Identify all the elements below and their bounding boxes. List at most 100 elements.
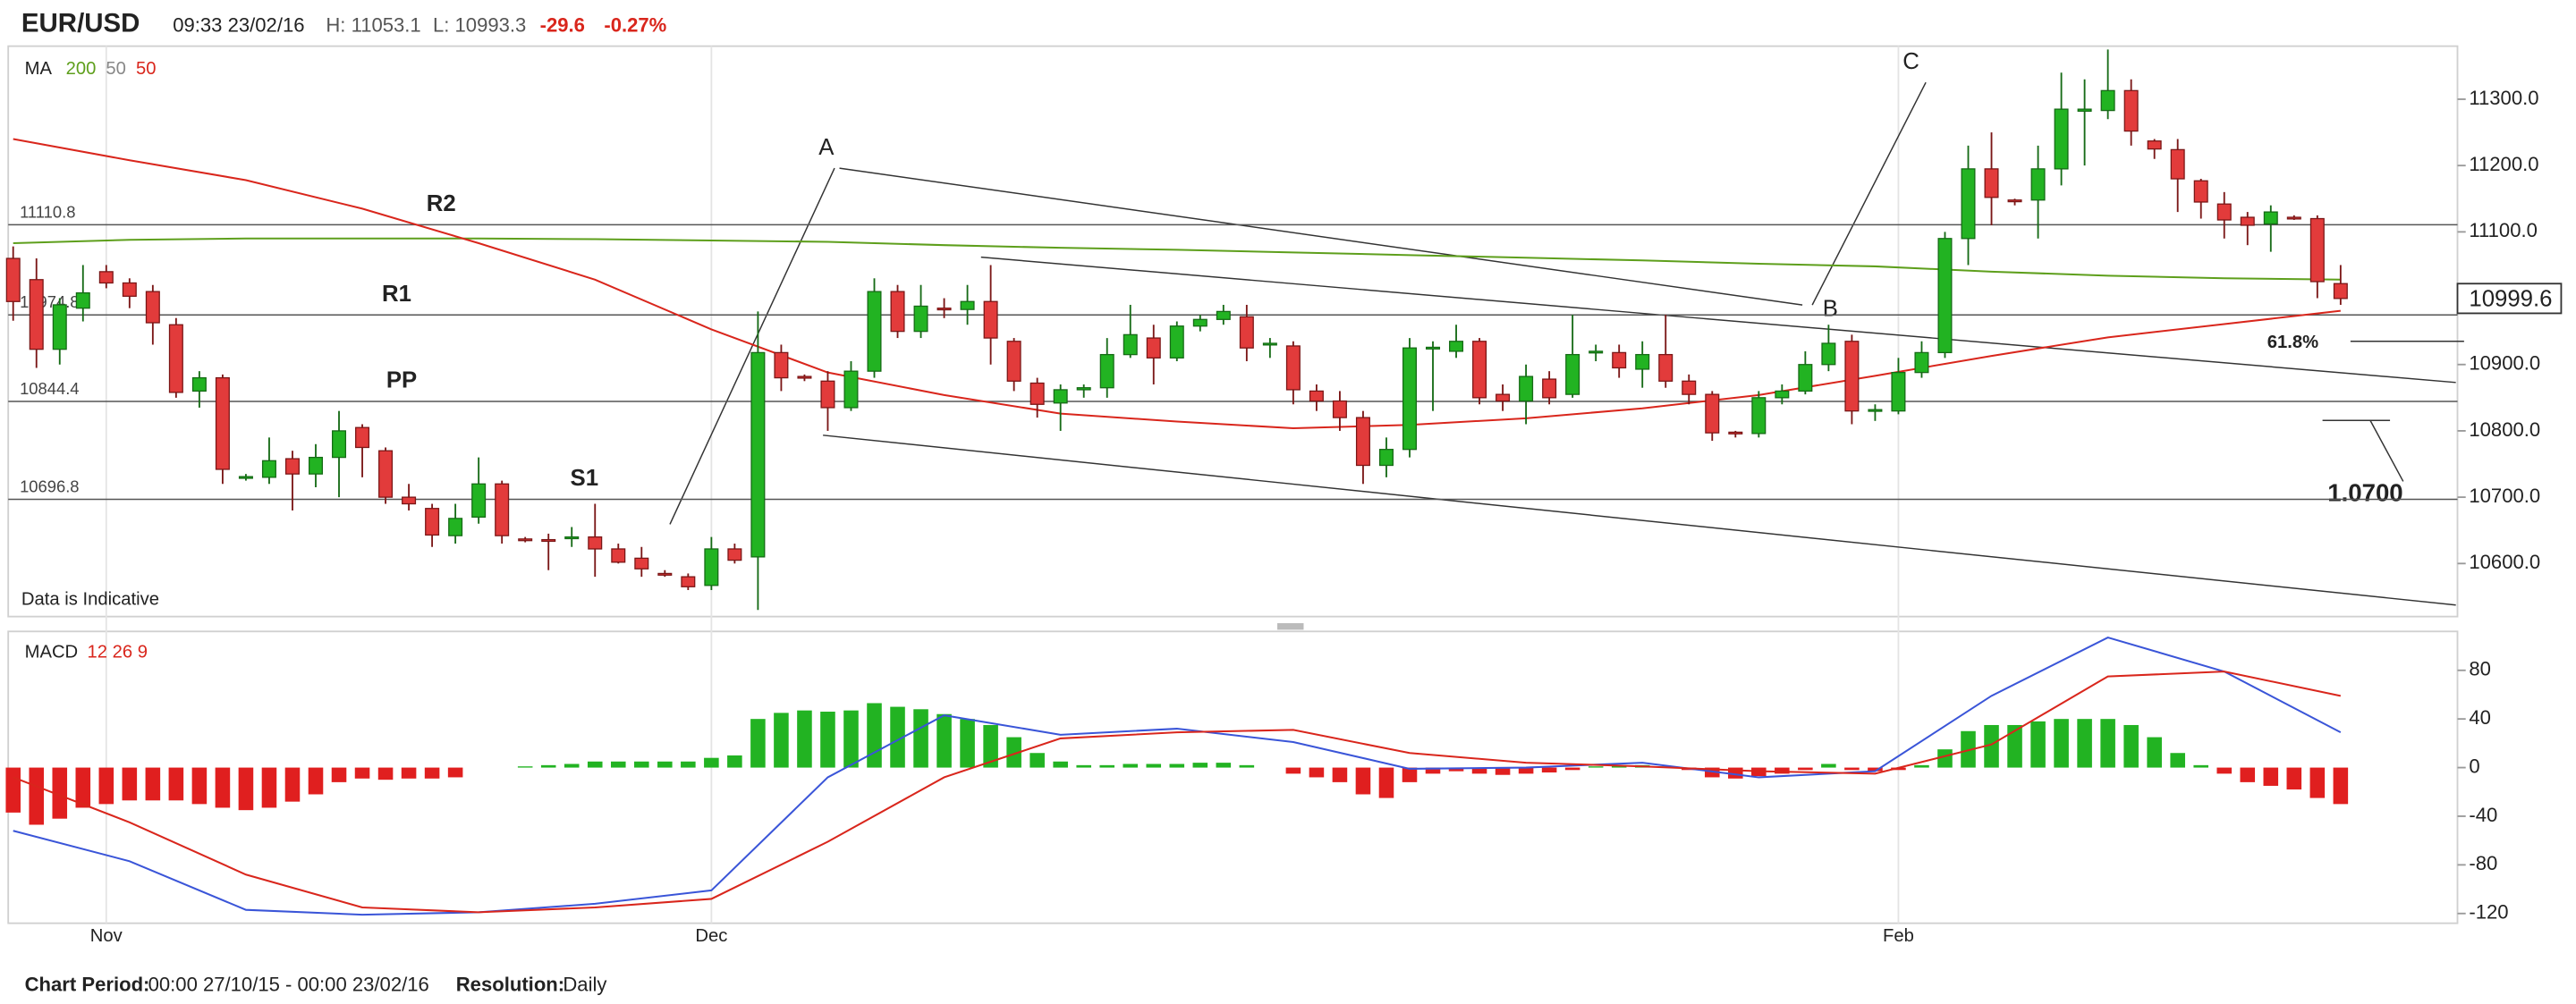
histogram-bar xyxy=(1937,749,1953,768)
candle-body xyxy=(425,508,440,536)
price-box-label: 10999.6 xyxy=(2469,286,2552,311)
histogram-bar xyxy=(936,713,952,768)
histogram-bar xyxy=(540,764,556,768)
histogram-bar xyxy=(2240,767,2256,782)
indicator-line xyxy=(13,138,2341,429)
candle-body xyxy=(168,324,183,393)
indicator-line xyxy=(13,237,2341,281)
histogram-bar xyxy=(867,703,882,768)
symbol: EUR/USD xyxy=(21,8,140,38)
candle-body xyxy=(1006,341,1021,382)
candle-body xyxy=(238,476,253,479)
histogram-bar xyxy=(1169,764,1185,768)
pivot-label: R1 xyxy=(382,282,411,307)
histogram-bar xyxy=(843,710,859,768)
candle-body xyxy=(1612,351,1627,369)
histogram-bar xyxy=(750,719,766,768)
candle-body xyxy=(261,460,276,478)
candle-body xyxy=(983,300,998,339)
candle-body xyxy=(1728,431,1743,435)
candle-body xyxy=(1449,341,1464,352)
histogram-bar xyxy=(1332,767,1348,782)
candle-body xyxy=(1378,449,1394,467)
candle-body xyxy=(1984,168,1999,198)
candle-body xyxy=(890,291,905,333)
histogram-bar xyxy=(261,767,277,808)
candle-body xyxy=(657,572,673,576)
candle-body xyxy=(820,380,835,409)
candle-body xyxy=(215,376,230,470)
candle-body xyxy=(727,548,742,561)
trend-line xyxy=(1811,81,1927,306)
histogram-bar xyxy=(1961,730,1976,768)
candle-body xyxy=(402,496,417,505)
histogram-bar xyxy=(1425,767,1441,774)
annotation: C xyxy=(1902,49,1919,74)
histogram-bar xyxy=(1541,767,1557,773)
histogram-bar xyxy=(1495,767,1511,775)
legend-title: MACD xyxy=(25,643,79,662)
histogram-bar xyxy=(1216,763,1232,768)
candle-body xyxy=(471,483,487,519)
candle-body xyxy=(1914,351,1929,374)
candle-body xyxy=(1844,341,1860,412)
candle-body xyxy=(564,536,580,540)
level-label: 10696.8 xyxy=(20,477,79,495)
level-label: 10844.4 xyxy=(20,379,79,398)
histogram-bar xyxy=(1448,767,1464,772)
trend-line xyxy=(823,435,2456,606)
candle-body xyxy=(2147,140,2162,150)
y-tick-label: -120 xyxy=(2469,901,2508,924)
candle-body xyxy=(843,370,859,409)
resize-handle[interactable] xyxy=(1277,623,1304,630)
candle-body xyxy=(774,351,789,379)
candle-body xyxy=(1030,382,1045,405)
candle-body xyxy=(1285,345,1301,391)
footer-label: Resolution: xyxy=(456,974,564,996)
histogram-bar xyxy=(2309,767,2326,798)
y-tick-label: 10600.0 xyxy=(2469,551,2540,573)
histogram-bar xyxy=(2030,721,2046,768)
histogram-bar xyxy=(727,755,742,768)
candle-body xyxy=(2309,217,2325,283)
histogram-bar xyxy=(168,767,184,801)
low: L: 10993.3 xyxy=(433,13,526,36)
annotation: B xyxy=(1823,296,1838,321)
candle-body xyxy=(1076,387,1091,391)
histogram-bar xyxy=(960,719,975,768)
candle-body xyxy=(704,548,719,586)
indicator-line xyxy=(13,636,2342,916)
candle-body xyxy=(1821,342,1836,366)
annotation: 61.8% xyxy=(2267,333,2318,352)
candle-body xyxy=(1053,389,1068,404)
histogram-bar xyxy=(634,761,649,768)
histogram-bar xyxy=(2263,767,2279,786)
pivot-label: S1 xyxy=(571,466,598,491)
candle-body xyxy=(355,426,370,449)
candle-body xyxy=(332,430,347,459)
candle-body xyxy=(1961,168,1976,240)
histogram-bar xyxy=(145,767,161,801)
candle-body xyxy=(797,375,812,379)
candle-body xyxy=(541,538,556,543)
candle-body xyxy=(1262,342,1277,346)
y-tick-label: 40 xyxy=(2469,706,2491,729)
histogram-bar xyxy=(401,767,417,779)
histogram-bar xyxy=(1099,764,1115,768)
histogram-bar xyxy=(1891,767,1906,771)
histogram-bar xyxy=(1285,767,1301,774)
histogram-bar xyxy=(424,767,440,779)
histogram-bar xyxy=(2216,767,2233,774)
candle-body xyxy=(1146,337,1161,359)
time: 09:33 23/02/16 xyxy=(173,13,304,36)
price-box xyxy=(2456,283,2563,315)
histogram-bar xyxy=(774,713,789,768)
histogram-bar xyxy=(2147,737,2162,768)
histogram-bar xyxy=(1146,764,1162,768)
y-tick-label: -80 xyxy=(2469,852,2497,874)
histogram-bar xyxy=(75,767,91,808)
histogram-bar xyxy=(191,767,208,805)
candle-body xyxy=(2240,216,2255,226)
x-tick-label: Dec xyxy=(695,926,727,946)
